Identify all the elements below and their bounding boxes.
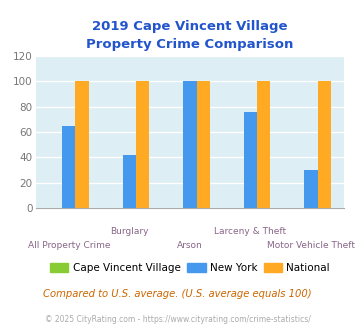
- Bar: [76, 82, 89, 208]
- Bar: [197, 82, 210, 208]
- Text: Larceny & Theft: Larceny & Theft: [214, 227, 286, 236]
- Text: Compared to U.S. average. (U.S. average equals 100): Compared to U.S. average. (U.S. average …: [43, 289, 312, 299]
- Legend: Cape Vincent Village, New York, National: Cape Vincent Village, New York, National: [45, 259, 334, 277]
- Title: 2019 Cape Vincent Village
Property Crime Comparison: 2019 Cape Vincent Village Property Crime…: [86, 20, 294, 51]
- Bar: [244, 112, 257, 208]
- Text: All Property Crime: All Property Crime: [28, 241, 110, 250]
- Bar: [183, 82, 197, 208]
- Bar: [318, 82, 331, 208]
- Text: Arson: Arson: [177, 241, 203, 250]
- Bar: [136, 82, 149, 208]
- Text: Burglary: Burglary: [110, 227, 149, 236]
- Bar: [257, 82, 271, 208]
- Text: © 2025 CityRating.com - https://www.cityrating.com/crime-statistics/: © 2025 CityRating.com - https://www.city…: [45, 315, 310, 324]
- Text: Motor Vehicle Theft: Motor Vehicle Theft: [267, 241, 355, 250]
- Bar: [304, 170, 318, 208]
- Bar: [123, 155, 136, 208]
- Bar: [62, 126, 76, 208]
